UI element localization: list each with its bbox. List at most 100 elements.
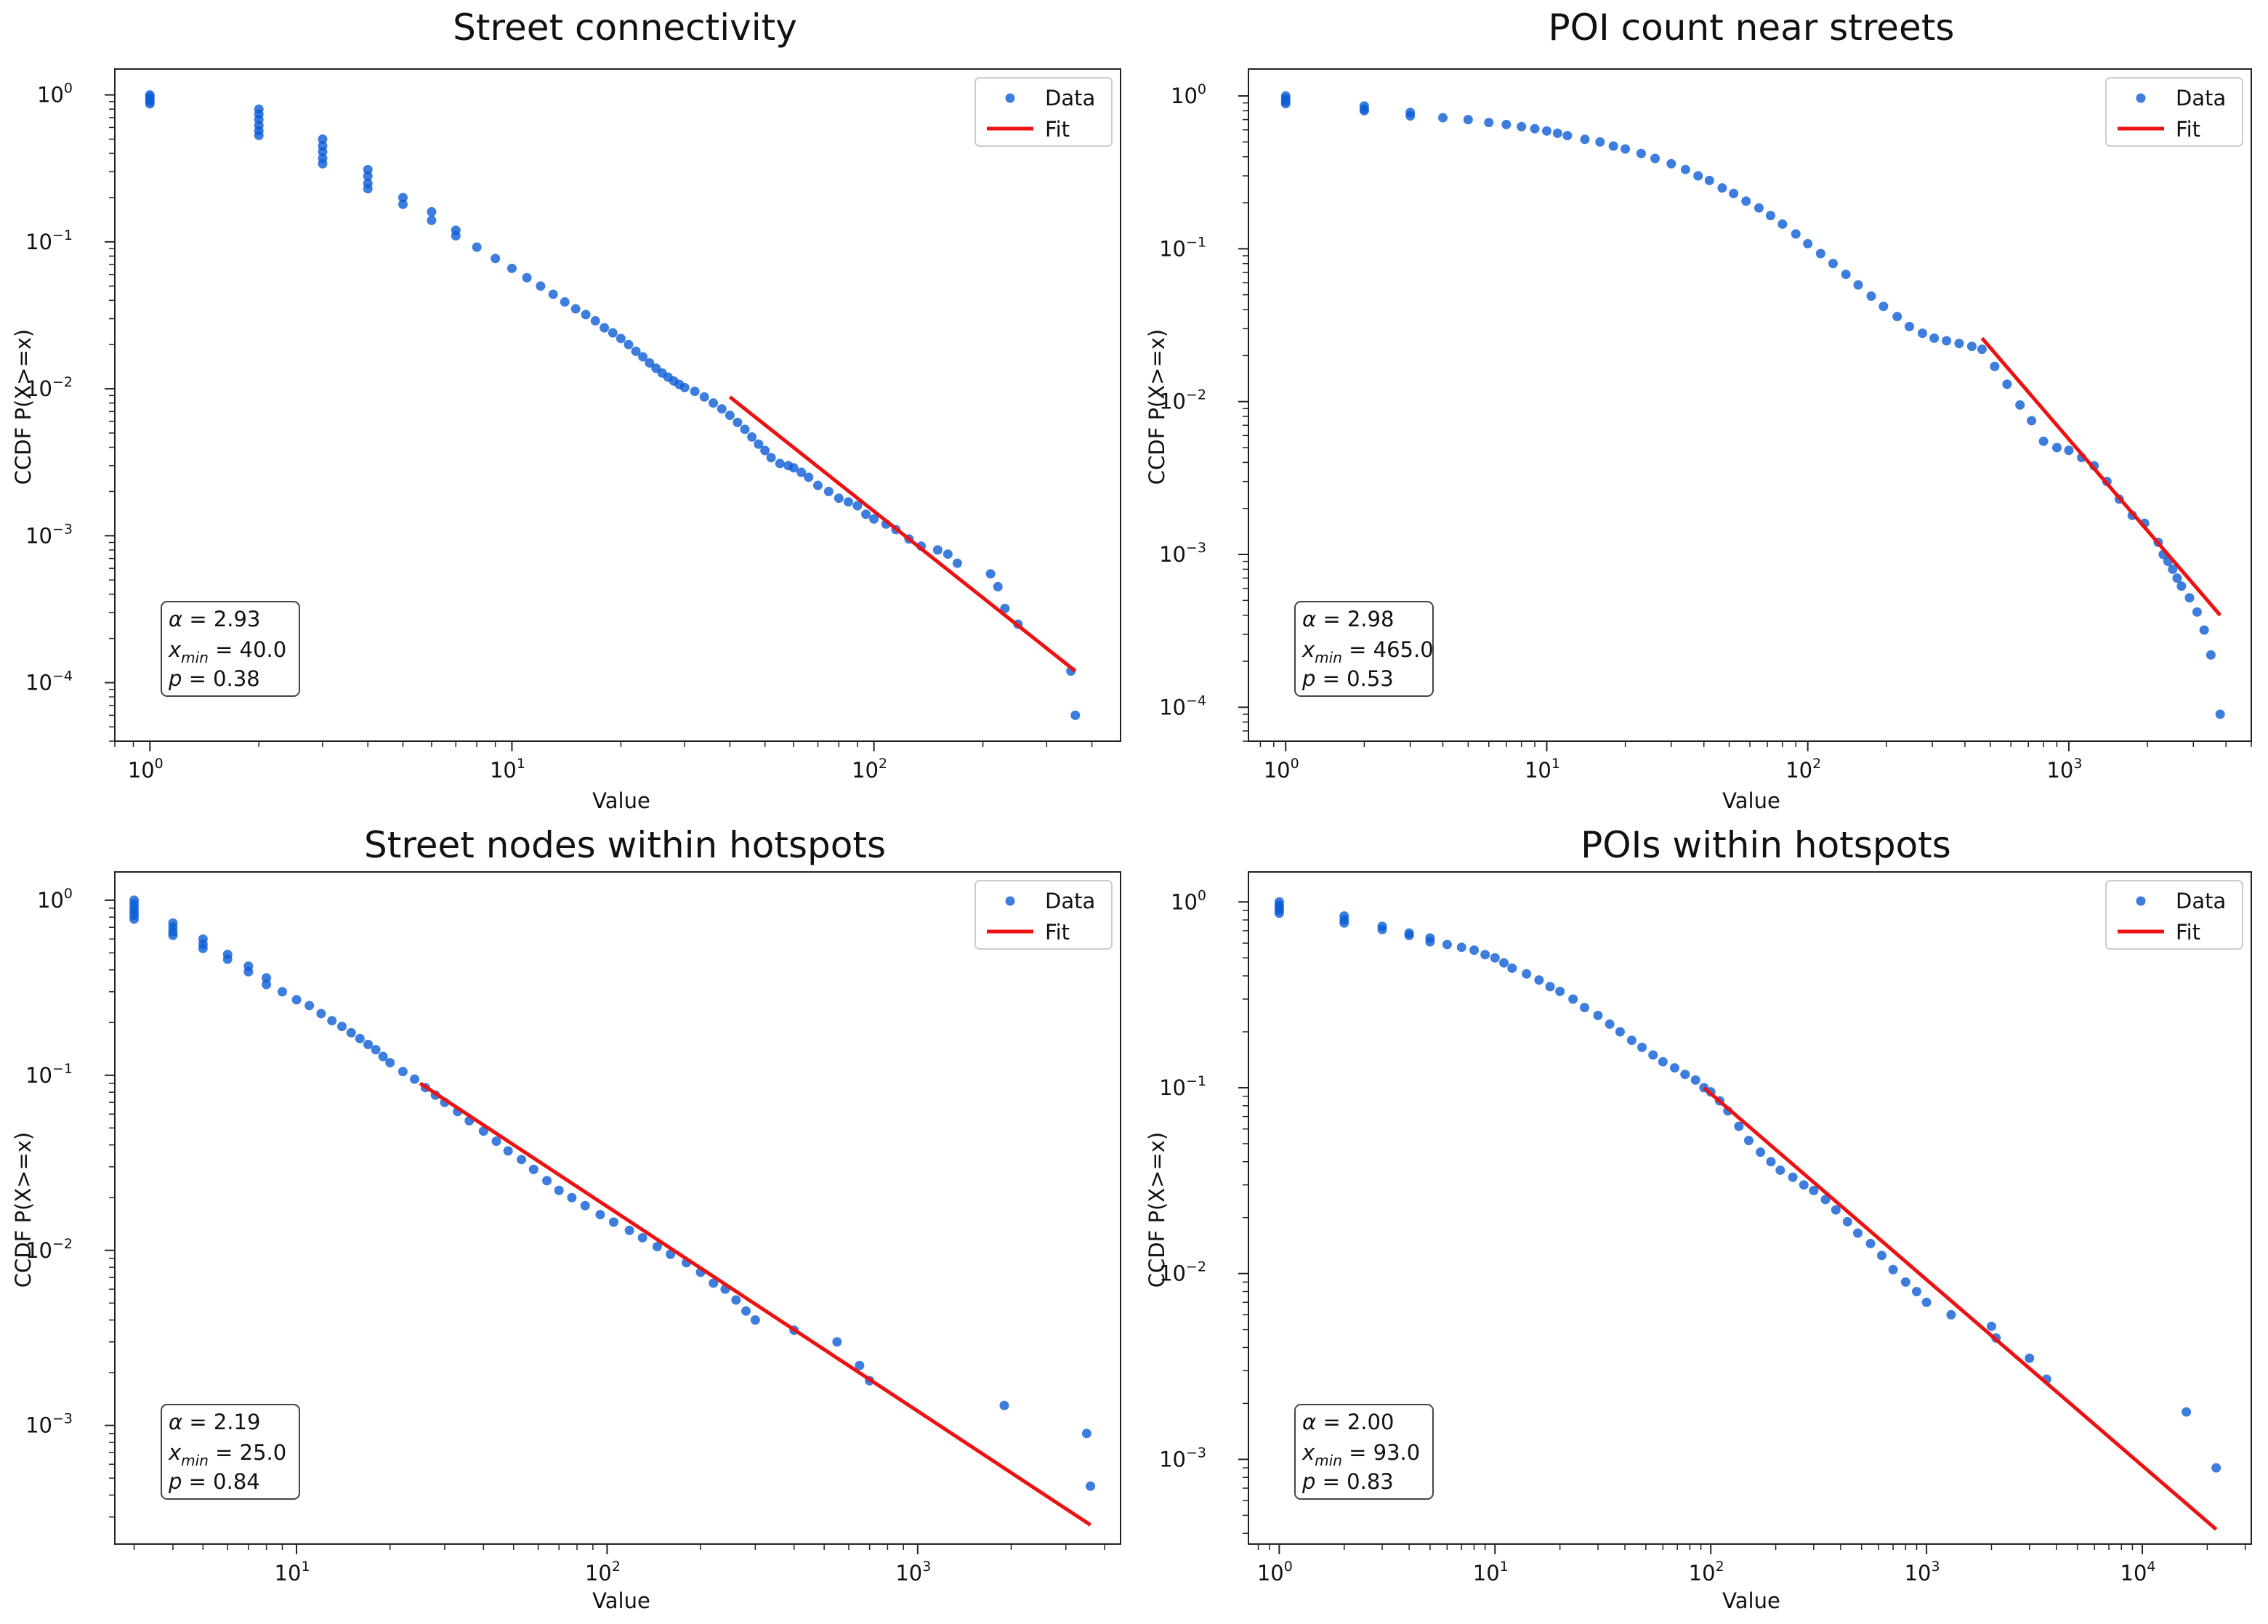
fit-line xyxy=(1703,1086,2218,1531)
chart-panel-4: POIs within hotspots 100 101 102 103 104 10−3 1… xyxy=(1145,824,2252,1613)
data-point xyxy=(1280,99,1291,109)
data-point xyxy=(2206,650,2216,660)
data-point xyxy=(760,445,770,456)
data-point xyxy=(1469,945,1479,956)
data-point xyxy=(1377,924,1387,934)
data-point xyxy=(1579,1003,1589,1013)
data-point xyxy=(1658,1057,1668,1067)
data-point xyxy=(1765,211,1775,221)
legend-data-label: Data xyxy=(2176,86,2226,110)
data-point xyxy=(1852,1228,1863,1238)
y-tick-label: 10−4 xyxy=(1159,692,1206,719)
data-point xyxy=(766,453,776,463)
data-point xyxy=(788,463,799,473)
legend-fit-label: Fit xyxy=(1045,920,1070,945)
data-point xyxy=(1484,118,1494,128)
data-point xyxy=(1912,1286,1922,1296)
data-point xyxy=(1425,937,1435,947)
data-point xyxy=(1741,196,1751,206)
y-axis-label: CCDF P(X>=x) xyxy=(1145,329,1169,485)
x-axis-label: Value xyxy=(592,1588,650,1613)
data-point xyxy=(1562,131,1573,141)
data-point xyxy=(1828,259,1839,269)
x-tick-label: 102 xyxy=(585,1559,621,1585)
y-tick-label: 10−1 xyxy=(1159,1073,1206,1100)
p-value: p = 0.53 xyxy=(1302,666,1394,691)
data-point xyxy=(1545,982,1555,992)
data-point xyxy=(410,1074,420,1084)
data-point xyxy=(363,1039,374,1049)
data-point xyxy=(2051,443,2062,453)
data-point xyxy=(1921,1297,1932,1307)
data-point xyxy=(1666,158,1676,169)
chart-title: Street nodes within hotspots xyxy=(364,824,886,866)
data-point xyxy=(1766,1157,1776,1167)
data-point xyxy=(397,193,408,203)
data-point xyxy=(1405,111,1416,121)
x-tick-label: 100 xyxy=(128,756,164,783)
fit-stats-frame xyxy=(1294,1404,1434,1500)
data-point xyxy=(1517,121,1527,132)
data-point xyxy=(318,134,328,144)
data-point xyxy=(1754,203,1764,213)
data-point xyxy=(580,1200,590,1211)
legend-fit-label: Fit xyxy=(2176,920,2200,945)
data-point xyxy=(1499,958,1509,968)
xmin-value: xmin = 93.0 xyxy=(1302,1440,1420,1469)
data-point xyxy=(1717,183,1727,193)
data-point xyxy=(932,545,943,555)
data-point xyxy=(2027,416,2037,426)
fit-stats-frame xyxy=(161,601,300,697)
data-point xyxy=(378,1051,388,1062)
data-point xyxy=(397,1067,408,1077)
data-point xyxy=(733,417,743,427)
data-point xyxy=(1853,280,1863,290)
data-point xyxy=(560,297,570,307)
y-tick-label: 100 xyxy=(37,886,73,913)
data-point xyxy=(1888,1264,1898,1274)
data-point xyxy=(327,1016,337,1026)
legend-data-marker xyxy=(1005,93,1015,103)
data-point xyxy=(652,1242,662,1252)
data-point xyxy=(855,1360,865,1370)
data-point xyxy=(427,207,437,217)
data-point xyxy=(679,382,690,392)
y-tick-label: 10−3 xyxy=(1159,1445,1206,1471)
data-point xyxy=(834,493,844,504)
data-point xyxy=(1820,1195,1831,1205)
data-point xyxy=(624,339,634,350)
legend: Data Fit xyxy=(2105,77,2243,147)
data-point xyxy=(517,1155,527,1165)
data-point xyxy=(316,1009,326,1019)
y-tick-label: 10−3 xyxy=(1159,540,1206,567)
fit-line xyxy=(419,1081,1091,1527)
data-point xyxy=(1534,975,1544,985)
data-point xyxy=(363,171,373,181)
data-point xyxy=(747,432,757,442)
data-point xyxy=(952,558,962,568)
x-tick-label: 102 xyxy=(1689,1559,1724,1585)
plot-frame xyxy=(114,871,1121,1545)
x-tick-label: 100 xyxy=(1264,756,1299,783)
data-point xyxy=(1842,1216,1852,1227)
data-point xyxy=(1904,321,1914,331)
data-point xyxy=(2168,564,2178,574)
y-tick-label: 10−3 xyxy=(25,1411,73,1438)
data-point xyxy=(1456,942,1466,953)
data-point xyxy=(2172,573,2182,583)
data-point xyxy=(1690,1075,1700,1085)
data-point xyxy=(608,328,618,338)
data-point xyxy=(2211,1463,2221,1473)
data-point xyxy=(1929,333,1940,343)
data-point xyxy=(709,1278,719,1288)
xmin-value: xmin = 465.0 xyxy=(1302,637,1434,666)
data-point xyxy=(731,1295,741,1305)
data-point xyxy=(1986,1321,1996,1331)
data-point xyxy=(852,501,863,511)
y-axis-label: CCDF P(X>=x) xyxy=(11,329,36,485)
data-point xyxy=(507,263,517,273)
data-point xyxy=(832,1337,842,1347)
y-tick-label: 10−2 xyxy=(1159,387,1206,414)
data-point xyxy=(1918,328,1928,339)
